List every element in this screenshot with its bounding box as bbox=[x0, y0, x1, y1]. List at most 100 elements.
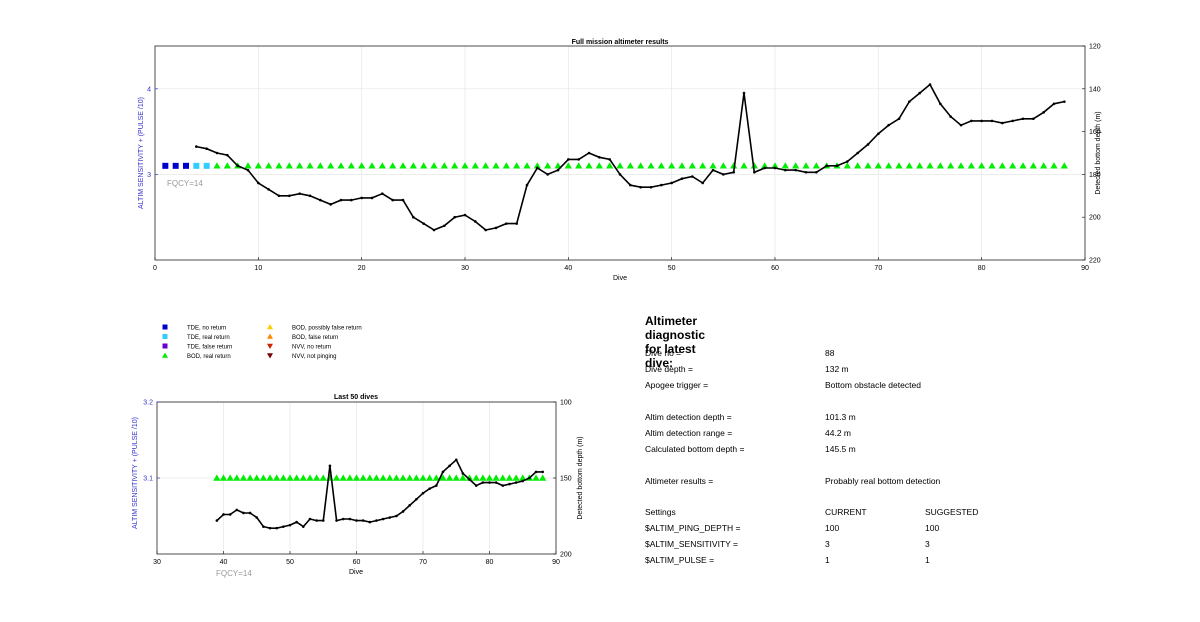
bottom-status-marker bbox=[452, 474, 460, 481]
current-header: CURRENT bbox=[825, 507, 867, 517]
bottom-depth-point bbox=[468, 478, 471, 481]
bottom-depth-point bbox=[514, 481, 518, 484]
legend-label: BOD, possibly false return bbox=[292, 326, 362, 332]
bottom-status-marker bbox=[479, 474, 487, 481]
legend-label: TDE, false return bbox=[187, 345, 232, 351]
top-status-marker bbox=[616, 162, 624, 169]
bottom-depth-point bbox=[235, 508, 239, 512]
ping-depth-label: $ALTIM_PING_DEPTH = bbox=[645, 523, 741, 533]
bottom-status-marker bbox=[293, 474, 301, 481]
top-depth-point bbox=[308, 194, 312, 198]
top-status-marker bbox=[967, 162, 975, 169]
bottom-ytick-right-label: 100 bbox=[560, 400, 572, 407]
top-xtick-label: 80 bbox=[978, 265, 986, 272]
settings-label: Settings bbox=[645, 507, 676, 517]
top-depth-point bbox=[980, 119, 983, 123]
top-depth-point bbox=[370, 196, 374, 200]
bottom-status-marker bbox=[499, 474, 507, 481]
top-depth-point bbox=[443, 224, 446, 228]
top-depth-point bbox=[691, 175, 694, 178]
altim-depth-label: Altim detection depth = bbox=[645, 412, 732, 422]
top-xtick-label: 10 bbox=[254, 265, 262, 272]
top-depth-point bbox=[505, 222, 508, 225]
bottom-status-marker bbox=[426, 474, 434, 481]
bottom-status-marker bbox=[419, 474, 427, 481]
bottom-chart-xlabel: Dive bbox=[349, 569, 363, 576]
top-chart-ylabel-left: ALTIM SENSITIVITY + (PULSE /10) bbox=[138, 97, 145, 209]
top-depth-point bbox=[742, 91, 746, 95]
bottom-depth-point bbox=[248, 511, 252, 515]
top-status-marker bbox=[998, 162, 1006, 169]
bottom-depth-point bbox=[341, 517, 345, 521]
top-depth-point bbox=[422, 222, 425, 225]
top-depth-point bbox=[195, 145, 198, 148]
top-status-marker bbox=[1040, 162, 1048, 169]
top-chart-annotation: FQCY=14 bbox=[167, 179, 203, 188]
top-xtick-label: 60 bbox=[771, 265, 779, 272]
bottom-depth-point bbox=[275, 526, 279, 530]
top-depth-point bbox=[226, 153, 229, 157]
top-ytick-left-label: 3 bbox=[147, 172, 151, 179]
bottom-depth-point bbox=[222, 513, 225, 516]
top-ytick-right-label: 120 bbox=[1089, 44, 1101, 51]
top-depth-point bbox=[577, 158, 580, 161]
top-depth-point bbox=[753, 170, 756, 174]
bottom-depth-point bbox=[408, 504, 412, 507]
top-status-marker bbox=[1019, 162, 1027, 169]
top-depth-point bbox=[360, 196, 363, 200]
top-xtick-label: 40 bbox=[564, 265, 572, 272]
bottom-status-marker bbox=[226, 474, 234, 481]
top-depth-point bbox=[835, 164, 839, 168]
top-depth-point bbox=[990, 119, 994, 123]
bottom-depth-point bbox=[534, 470, 538, 474]
bottom-status-marker bbox=[313, 474, 321, 481]
top-depth-point bbox=[567, 158, 570, 161]
bottom-depth-point bbox=[321, 519, 325, 522]
top-status-marker bbox=[451, 162, 459, 169]
top-status-marker bbox=[854, 162, 862, 169]
bottom-depth-point bbox=[262, 525, 265, 528]
top-depth-point bbox=[897, 117, 901, 121]
bottom-xtick-label: 50 bbox=[286, 559, 294, 566]
top-chart-frame bbox=[154, 45, 1086, 261]
top-status-marker bbox=[254, 162, 262, 169]
bottom-chart-annotation: FQCY=14 bbox=[216, 569, 252, 578]
dive-no-label: Dive no = bbox=[645, 348, 682, 358]
bottom-ytick-right-label: 200 bbox=[560, 552, 572, 559]
bottom-xtick-label: 60 bbox=[353, 559, 361, 566]
bottom-depth-point bbox=[255, 516, 259, 519]
top-status-marker bbox=[399, 162, 407, 169]
bottom-status-marker bbox=[439, 474, 447, 481]
top-status-marker bbox=[296, 162, 304, 169]
top-depth-point bbox=[236, 164, 239, 168]
top-depth-point bbox=[215, 151, 219, 155]
bottom-depth-point bbox=[415, 497, 418, 501]
bottom-chart-markers bbox=[213, 474, 547, 481]
top-depth-point bbox=[484, 228, 487, 232]
legend-marker bbox=[267, 324, 273, 330]
bottom-depth-point bbox=[521, 479, 525, 483]
bottom-status-marker bbox=[465, 474, 474, 481]
bottom-depth-point bbox=[494, 481, 498, 484]
bottom-status-marker bbox=[299, 474, 307, 481]
last-50-dives-chart: Last 50 dives 30 40 50 60 70 80 90 3.1 3.2 100 150… bbox=[132, 394, 584, 578]
top-status-marker bbox=[792, 162, 800, 169]
top-depth-point bbox=[474, 220, 477, 223]
top-depth-point bbox=[391, 198, 394, 202]
bottom-status-marker bbox=[399, 474, 407, 481]
top-status-marker bbox=[409, 162, 417, 169]
results-value: Probably real bottom detection bbox=[825, 476, 941, 486]
pulse-current: 1 bbox=[825, 555, 830, 565]
top-status-marker bbox=[1060, 162, 1068, 169]
bottom-status-marker bbox=[372, 474, 381, 481]
bottom-depth-point bbox=[441, 470, 445, 474]
legend-marker bbox=[267, 343, 273, 349]
bottom-xtick-label: 90 bbox=[552, 559, 560, 566]
top-status-marker bbox=[420, 162, 428, 169]
top-depth-point bbox=[1001, 121, 1004, 125]
calc-bottom-label: Calculated bottom depth = bbox=[645, 444, 745, 454]
top-depth-point bbox=[629, 183, 632, 187]
bottom-status-marker bbox=[213, 474, 221, 481]
top-status-marker bbox=[533, 162, 541, 169]
top-depth-point bbox=[660, 183, 663, 187]
